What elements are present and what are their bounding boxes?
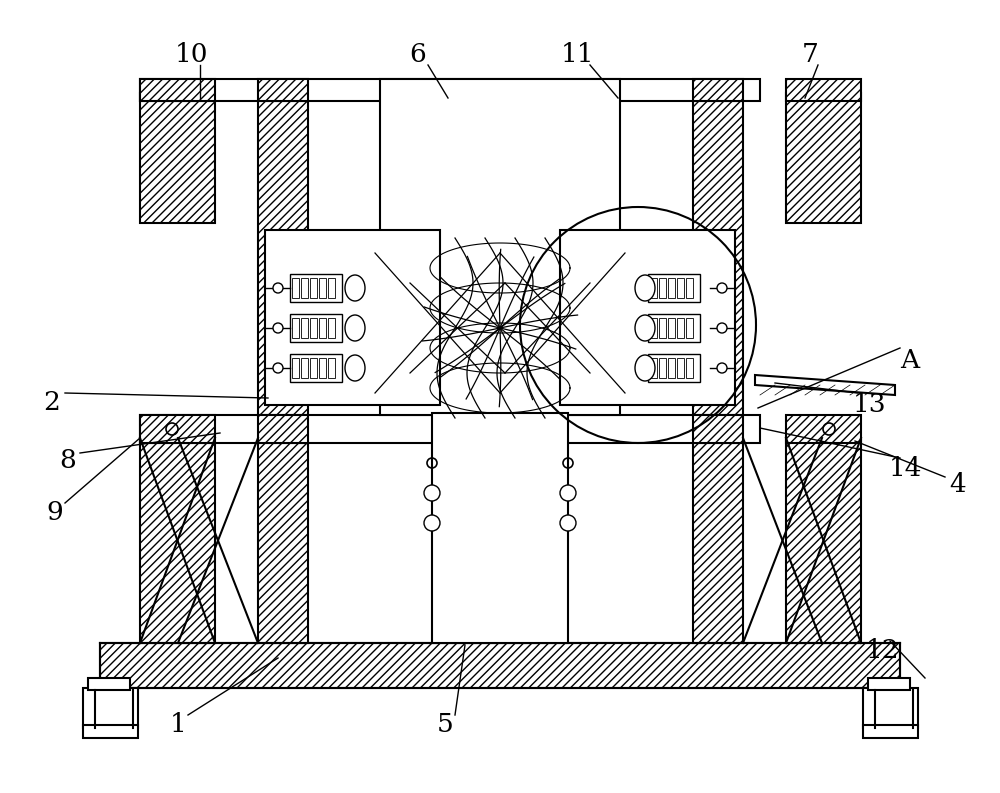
Bar — [648, 274, 700, 302]
Bar — [328, 358, 335, 378]
Bar — [659, 318, 666, 338]
Circle shape — [273, 363, 283, 373]
Circle shape — [560, 485, 576, 501]
Bar — [668, 318, 675, 338]
Bar — [140, 93, 215, 223]
Circle shape — [717, 283, 727, 293]
Bar — [319, 318, 326, 338]
Bar — [560, 230, 735, 405]
Bar — [686, 278, 693, 298]
Bar — [290, 274, 342, 302]
Bar — [686, 358, 693, 378]
Bar — [677, 358, 684, 378]
Bar — [265, 230, 440, 405]
Bar — [380, 79, 620, 415]
Bar — [292, 358, 299, 378]
Ellipse shape — [635, 315, 655, 341]
Bar — [432, 413, 568, 643]
Text: 1: 1 — [170, 712, 186, 737]
Text: 11: 11 — [561, 43, 595, 67]
Bar — [677, 318, 684, 338]
Bar — [140, 79, 760, 101]
Polygon shape — [755, 375, 895, 395]
Text: 7: 7 — [802, 43, 818, 67]
Bar — [786, 438, 861, 643]
Circle shape — [424, 515, 440, 531]
Bar — [693, 415, 743, 443]
Bar — [319, 278, 326, 298]
Bar — [863, 688, 918, 728]
Bar — [292, 278, 299, 298]
Text: 12: 12 — [866, 638, 900, 664]
Bar — [650, 358, 657, 378]
Bar — [100, 643, 900, 688]
Text: 8: 8 — [60, 449, 76, 473]
Ellipse shape — [345, 275, 365, 301]
Text: 4: 4 — [950, 473, 966, 497]
Text: 14: 14 — [888, 455, 922, 481]
Circle shape — [717, 363, 727, 373]
Bar — [868, 678, 910, 690]
Circle shape — [273, 283, 283, 293]
Bar — [677, 278, 684, 298]
Bar — [648, 314, 700, 342]
Bar — [693, 79, 743, 101]
Bar — [786, 415, 861, 443]
Bar — [301, 358, 308, 378]
Circle shape — [273, 323, 283, 333]
Bar — [693, 438, 743, 643]
Bar — [140, 415, 760, 443]
Bar — [786, 93, 861, 223]
Ellipse shape — [635, 355, 655, 381]
Bar — [686, 318, 693, 338]
Circle shape — [560, 515, 576, 531]
Bar — [140, 79, 215, 101]
Bar — [258, 79, 308, 101]
Bar — [140, 438, 215, 643]
Bar — [786, 79, 861, 101]
Bar — [863, 725, 918, 738]
Bar — [258, 93, 308, 415]
Bar — [328, 318, 335, 338]
Bar — [301, 278, 308, 298]
Text: 10: 10 — [175, 43, 209, 67]
Bar — [258, 438, 308, 643]
Text: 5: 5 — [437, 712, 453, 737]
Ellipse shape — [345, 355, 365, 381]
Text: 9: 9 — [47, 500, 63, 526]
Bar — [659, 278, 666, 298]
Bar — [650, 278, 657, 298]
Bar — [83, 725, 138, 738]
Bar — [668, 278, 675, 298]
Text: 2: 2 — [44, 390, 60, 416]
Bar — [650, 318, 657, 338]
Circle shape — [424, 485, 440, 501]
Bar — [648, 354, 700, 382]
Bar — [290, 314, 342, 342]
Bar — [668, 358, 675, 378]
Bar — [290, 354, 342, 382]
Bar — [292, 318, 299, 338]
Bar — [319, 358, 326, 378]
Bar — [140, 415, 215, 443]
Bar — [258, 415, 308, 443]
Bar — [693, 93, 743, 415]
Bar — [301, 318, 308, 338]
Circle shape — [717, 323, 727, 333]
Ellipse shape — [635, 275, 655, 301]
Bar — [88, 678, 130, 690]
Bar — [310, 358, 317, 378]
Bar — [310, 278, 317, 298]
Text: 13: 13 — [853, 393, 887, 417]
Bar — [310, 318, 317, 338]
Text: 6: 6 — [410, 43, 426, 67]
Bar — [659, 358, 666, 378]
Text: A: A — [900, 348, 920, 374]
Bar — [83, 688, 138, 728]
Ellipse shape — [345, 315, 365, 341]
Bar — [328, 278, 335, 298]
